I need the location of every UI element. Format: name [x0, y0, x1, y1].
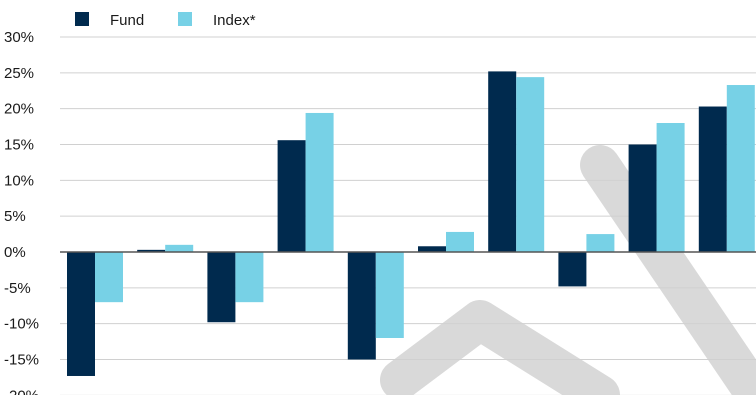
y-tick-label: 10% [4, 172, 34, 189]
bar-fund [207, 252, 236, 323]
bar-fund [137, 249, 166, 252]
bar-fund [698, 106, 727, 253]
y-tick-label: -10% [4, 316, 39, 333]
y-tick-label: 25% [4, 65, 34, 82]
gridlines [60, 36, 756, 395]
bar-index [516, 77, 545, 252]
bar-fund [277, 140, 306, 252]
y-tick-label: 30% [4, 29, 34, 46]
y-axis-ticks: 30% 25% 20% 15% 10% 5% 0% -5% -10% -15% -20% [4, 29, 39, 395]
watermark-stroke-left [380, 300, 620, 395]
bar-fund [558, 252, 587, 287]
legend-label-index: Index* [213, 12, 256, 29]
bar-fund [67, 252, 95, 376]
bar-fund [488, 71, 517, 253]
bar-index [726, 85, 755, 253]
y-tick-label: 0% [4, 244, 26, 261]
legend: Fund Index* [75, 12, 256, 29]
bar-fund [347, 252, 376, 360]
y-tick-label: -5% [4, 280, 31, 297]
y-tick-label: 15% [4, 137, 34, 154]
y-tick-label: 5% [4, 208, 26, 225]
y-tick-label: -15% [4, 352, 39, 369]
bar-index [305, 112, 334, 252]
bar-index [235, 252, 264, 303]
legend-swatch-index [178, 12, 192, 26]
bar-index [95, 252, 123, 303]
bar-index [165, 244, 194, 252]
legend-label-fund: Fund [110, 12, 144, 29]
bars [67, 71, 755, 376]
bar-index [375, 252, 404, 338]
watermark-stroke-right [580, 145, 756, 395]
bar-index [446, 231, 474, 252]
y-tick-label: -20% [4, 387, 39, 395]
bar-fund [418, 246, 446, 252]
y-tick-label: 20% [4, 101, 34, 118]
legend-swatch-fund [75, 12, 89, 26]
bar-fund [628, 144, 657, 252]
bar-index [586, 234, 615, 252]
bar-index [656, 123, 685, 252]
